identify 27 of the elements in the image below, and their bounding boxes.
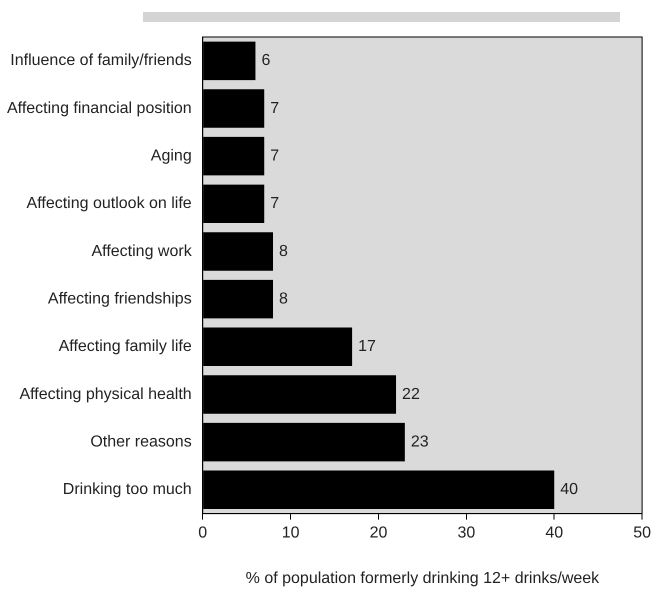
data-label: 40: [560, 481, 578, 498]
x-tick-label: 40: [545, 524, 564, 542]
data-label: 8: [279, 242, 288, 260]
data-label: 7: [270, 195, 280, 212]
data-label: 7: [270, 100, 280, 117]
data-label: 22: [402, 386, 420, 403]
x-axis-title: % of population formerly drinking 12+ drinks/week: [246, 570, 600, 587]
x-tick-label: 50: [633, 524, 652, 542]
data-label: 8: [279, 290, 288, 308]
x-tick-label: 30: [457, 524, 476, 542]
x-tick-label: 0: [198, 524, 208, 542]
y-tick-label: Other reasons: [90, 434, 192, 451]
data-label: 17: [358, 338, 376, 356]
y-tick-label: Affecting physical health: [19, 386, 192, 403]
y-tick-label: Aging: [150, 148, 192, 165]
y-tick-label: Affecting financial position: [6, 100, 192, 117]
x-tick-label: 10: [282, 524, 300, 542]
y-tick-label: Affecting friendships: [48, 290, 192, 308]
y-tick-label: Affecting outlook on life: [26, 195, 192, 212]
data-label: 6: [261, 52, 270, 70]
y-tick-label: Affecting work: [92, 242, 193, 260]
y-tick-label: Affecting family life: [58, 338, 192, 356]
data-label: 7: [270, 148, 280, 165]
x-tick-label: 20: [370, 524, 388, 542]
y-tick-label: Drinking too much: [62, 481, 192, 498]
data-label: 23: [410, 434, 429, 451]
y-tick-label: Influence of family/friends: [10, 52, 192, 70]
